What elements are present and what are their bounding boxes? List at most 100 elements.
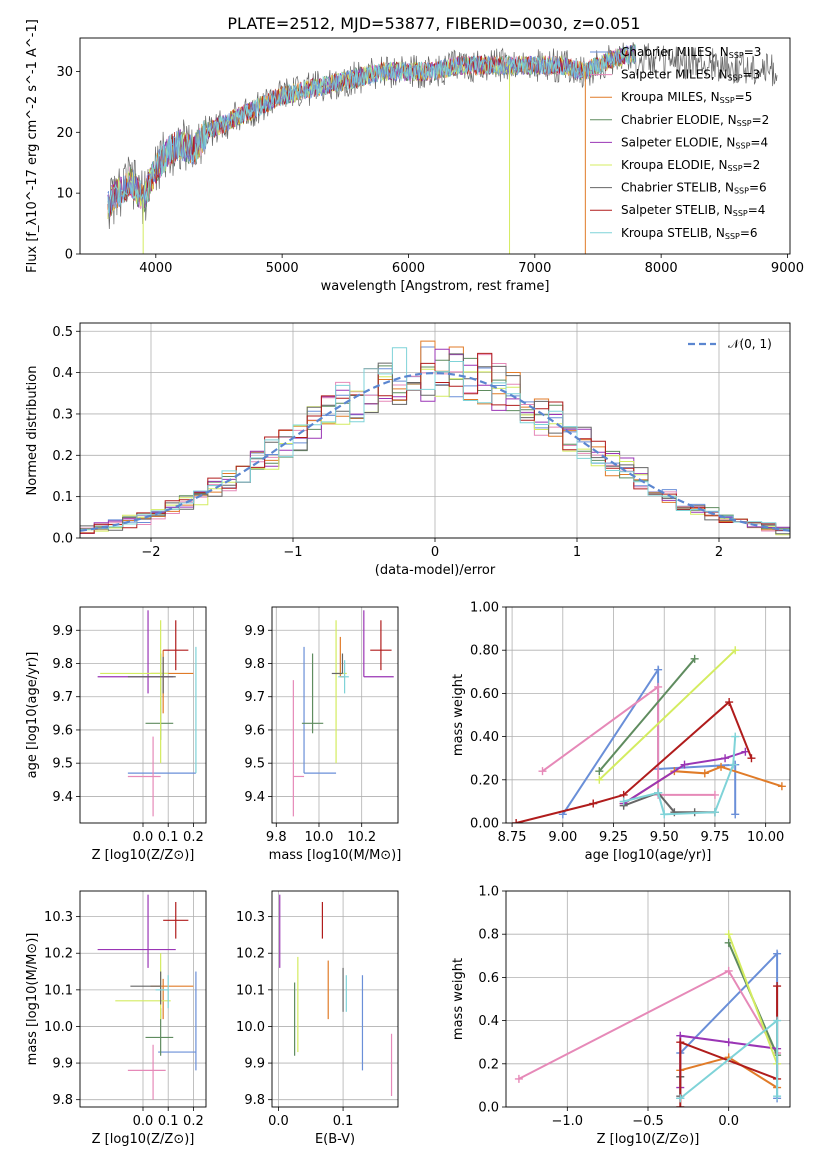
weight-marker bbox=[676, 1094, 685, 1103]
weight-line bbox=[727, 933, 779, 1065]
plot-area bbox=[107, 42, 778, 254]
y-tick-label: 9.4 bbox=[244, 790, 265, 805]
y-tick-label: 1.0 bbox=[478, 885, 499, 900]
x-tick-label: −0.5 bbox=[632, 1114, 664, 1129]
x-tick-label: 0.2 bbox=[183, 830, 204, 845]
y-tick-label: 0.0 bbox=[478, 1101, 499, 1116]
y-tick-label: 0.2 bbox=[52, 449, 73, 464]
spectrum-panel: 4000 5000 6000 7000 8000 9000 0 10 20 30 wavelengt… bbox=[25, 19, 804, 294]
weight-line bbox=[623, 750, 746, 805]
plot-area bbox=[97, 610, 197, 817]
weight-marker bbox=[676, 1038, 685, 1047]
histogram-step bbox=[80, 347, 790, 534]
y-tick-label: 0 bbox=[65, 248, 73, 263]
legend-label: Salpeter ELODIE, NSSP=4 bbox=[621, 135, 768, 150]
errorbar-point bbox=[127, 1044, 166, 1100]
y-tick-label: 0.6 bbox=[478, 971, 499, 986]
errorbar-point bbox=[331, 653, 344, 675]
x-tick-label: −1.0 bbox=[552, 1114, 584, 1129]
y-tick-label: 10.3 bbox=[44, 910, 73, 925]
x-axis-label: mass [log10(M/M⊙)] bbox=[269, 848, 402, 863]
mass-weight-vs-age-panel: 8.75 9.00 9.25 9.50 9.75 10.00 0.00 0.20 0.40 0.6… bbox=[451, 601, 791, 863]
weight-marker bbox=[654, 682, 663, 691]
weight-marker bbox=[777, 782, 786, 791]
x-tick-label: 2 bbox=[715, 545, 723, 560]
weight-marker bbox=[731, 646, 740, 655]
weight-marker bbox=[725, 698, 734, 707]
x-tick-label: 0.1 bbox=[158, 830, 179, 845]
y-tick-label: 9.8 bbox=[52, 1093, 73, 1108]
figure-title: PLATE=2512, MJD=53877, FIBERID=0030, z=0… bbox=[227, 14, 640, 33]
legend-label: Chabrier MILES, NSSP=3 bbox=[621, 45, 761, 60]
normal-curve bbox=[80, 371, 790, 532]
y-tick-label: 9.8 bbox=[244, 1093, 265, 1108]
y-axis-label: Flux [f_λ10^-17 erg cm^-2 s^-1 A^-1] bbox=[25, 19, 40, 273]
x-tick-label: 4000 bbox=[139, 261, 172, 276]
weight-marker bbox=[747, 754, 756, 763]
axes-frame bbox=[505, 606, 791, 824]
y-tick-label: 10.2 bbox=[44, 947, 73, 962]
weight-line bbox=[561, 666, 737, 815]
y-tick-label: 10 bbox=[56, 187, 73, 202]
legend-label: Chabrier ELODIE, NSSP=2 bbox=[621, 113, 769, 128]
y-tick-label: 30 bbox=[56, 65, 73, 80]
x-tick-label: 0.0 bbox=[268, 1114, 289, 1129]
y-tick-label: 9.9 bbox=[244, 624, 265, 639]
y-tick-label: 0.4 bbox=[478, 1014, 499, 1029]
y-tick-label: 0.20 bbox=[470, 773, 499, 788]
age-vs-mass-panel: 9.8 10.0 10.2 9.4 9.5 9.6 9.7 9.8 9.9 mass [log10… bbox=[244, 606, 402, 863]
errorbar-point bbox=[100, 620, 169, 764]
weight-marker bbox=[773, 1016, 782, 1025]
y-axis-label: mass weight bbox=[451, 674, 466, 756]
spectrum-line bbox=[107, 44, 636, 218]
x-tick-label: 9.00 bbox=[548, 830, 577, 845]
x-tick-label: 6000 bbox=[392, 261, 425, 276]
y-axis-label: Normed distribution bbox=[25, 366, 40, 496]
y-tick-label: 0.4 bbox=[52, 366, 73, 381]
x-tick-label: 0.0 bbox=[133, 1114, 154, 1129]
y-tick-label: 0.8 bbox=[478, 928, 499, 943]
errorbar-point bbox=[301, 653, 324, 734]
y-tick-label: 10.0 bbox=[236, 1020, 265, 1035]
plot-area bbox=[80, 340, 790, 537]
x-tick-label: 7000 bbox=[518, 261, 551, 276]
y-tick-label: 9.6 bbox=[244, 723, 265, 738]
y-axis-label: mass weight bbox=[451, 958, 466, 1040]
y-tick-label: 0.00 bbox=[470, 817, 499, 832]
x-tick-label: 9.25 bbox=[599, 830, 628, 845]
grid bbox=[80, 891, 206, 1107]
y-tick-label: 9.8 bbox=[52, 657, 73, 672]
x-axis-label: (data-model)/error bbox=[375, 563, 496, 578]
weight-marker bbox=[538, 767, 547, 776]
weight-line bbox=[623, 765, 783, 805]
plot-area bbox=[512, 646, 786, 823]
y-tick-label: 1.00 bbox=[470, 601, 499, 616]
errorbar-point bbox=[163, 901, 189, 939]
y-tick-label: 9.8 bbox=[244, 657, 265, 672]
errorbar-point bbox=[163, 620, 189, 671]
age-vs-metallicity-panel: 0.0 0.1 0.2 9.4 9.5 9.6 9.7 9.8 9.9 Z [log10(Z/Z⊙… bbox=[25, 606, 207, 863]
y-axis-label: mass [log10(M/M⊙)] bbox=[25, 933, 40, 1066]
x-tick-label: 1 bbox=[573, 545, 581, 560]
residual-histogram-panel: −2 −1 0 1 2 0.0 0.1 0.2 0.3 0.4 0.5 (data-model)/er… bbox=[25, 322, 791, 578]
axes-frame bbox=[79, 37, 791, 255]
x-tick-label: 9000 bbox=[771, 261, 804, 276]
weight-marker bbox=[595, 775, 604, 784]
weight-marker bbox=[676, 1103, 685, 1107]
errorbar-point bbox=[97, 894, 176, 968]
grid bbox=[506, 890, 790, 1108]
weight-marker bbox=[724, 966, 733, 975]
axes-frame bbox=[271, 606, 399, 824]
x-axis-label: wavelength [Angstrom, rest frame] bbox=[321, 279, 550, 294]
legend-label: Kroupa ELODIE, NSSP=2 bbox=[621, 158, 760, 173]
plot-area bbox=[97, 894, 197, 1100]
weight-marker bbox=[773, 949, 782, 958]
y-tick-label: 9.4 bbox=[52, 790, 73, 805]
errorbar-point bbox=[363, 610, 394, 678]
weight-marker bbox=[514, 1074, 523, 1083]
weight-marker bbox=[729, 760, 738, 769]
y-tick-label: 9.9 bbox=[52, 1057, 73, 1072]
x-axis-label: Z [log10(Z/Z⊙)] bbox=[92, 848, 195, 863]
weight-marker bbox=[660, 810, 669, 819]
